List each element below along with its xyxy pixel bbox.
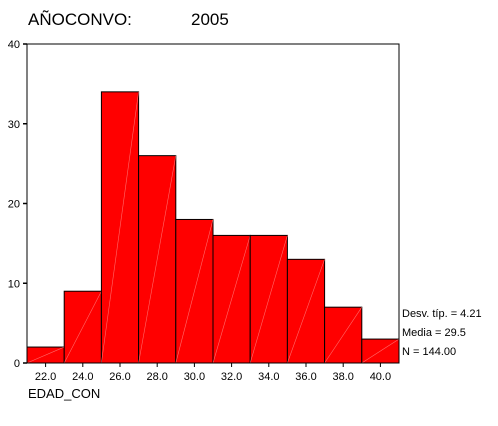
- split-variable-label: AÑOCONVO:: [28, 10, 132, 29]
- y-tick-label: 10: [8, 278, 20, 290]
- stats-label: N = 144.00: [402, 346, 456, 358]
- bar-hatch-line: [249, 235, 288, 364]
- x-tick-label: 24.0: [72, 371, 93, 383]
- stats-label: Media = 29.5: [402, 327, 466, 339]
- bar-hatch-line: [138, 155, 177, 364]
- y-tick-label: 20: [8, 199, 20, 211]
- x-tick-label: 38.0: [332, 371, 353, 383]
- bar-hatch-line: [175, 219, 214, 364]
- bar-hatch-line: [324, 307, 363, 364]
- split-variable-value: 2005: [191, 10, 229, 29]
- y-tick-label: 0: [14, 358, 20, 370]
- x-tick-label: 28.0: [146, 371, 167, 383]
- x-tick-label: 22.0: [35, 371, 56, 383]
- bar-hatch-line: [101, 91, 139, 364]
- bar-hatch-line: [63, 291, 102, 364]
- x-tick-label: 30.0: [184, 371, 205, 383]
- x-tick-label: 36.0: [295, 371, 316, 383]
- bar-hatch-line: [361, 338, 400, 364]
- bar-hatch-line: [26, 346, 65, 364]
- y-tick-label: 30: [8, 119, 20, 131]
- x-axis-title: EDAD_CON: [28, 386, 101, 401]
- bar-hatch-line: [287, 259, 325, 364]
- x-tick-label: 32.0: [221, 371, 242, 383]
- bar-hatch-line: [212, 235, 251, 364]
- y-tick-label: 40: [8, 39, 20, 51]
- x-tick-label: 34.0: [258, 371, 279, 383]
- x-tick-label: 40.0: [370, 371, 391, 383]
- x-tick-label: 26.0: [109, 371, 130, 383]
- stats-label: Desv. típ. = 4.21: [402, 308, 482, 320]
